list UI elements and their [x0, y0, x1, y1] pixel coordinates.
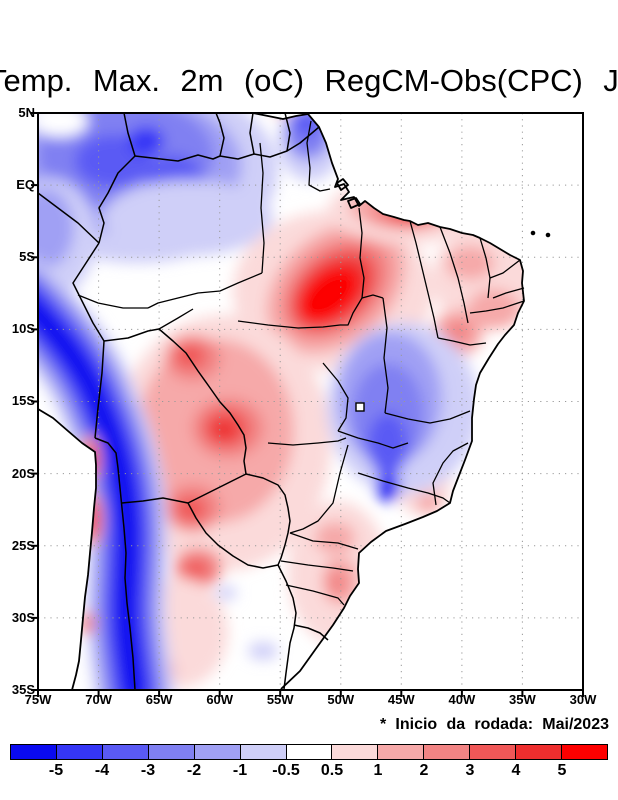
colorbar-label: 5: [557, 762, 567, 779]
lat-label-15s: 15S: [11, 393, 35, 408]
colorbar-segment: [469, 744, 517, 760]
colorbar-label: -3: [140, 762, 156, 779]
lat-label-30s: 30S: [11, 610, 35, 625]
colorbar-label: -2: [186, 762, 202, 779]
state-borders: [77, 120, 525, 606]
colorbar-label: 0.5: [320, 762, 344, 779]
colorbar-segment: [377, 744, 425, 760]
lon-label-75w: 75W: [24, 692, 52, 707]
lon-label-50w: 50W: [327, 692, 355, 707]
lon-label-40w: 40W: [448, 692, 476, 707]
colorbar-segment: [561, 744, 608, 760]
lon-label-70w: 70W: [85, 692, 112, 707]
colorbar-label: -4: [94, 762, 110, 779]
colorbar-label: -5: [48, 762, 64, 779]
colorbar-segment: [147, 744, 195, 760]
lat-label-5s: 5S: [19, 249, 35, 264]
colorbar-segment: [285, 744, 333, 760]
colorbar-segment: [193, 744, 241, 760]
colorbar: [10, 744, 608, 760]
colorbar-label: -0.5: [272, 762, 300, 779]
lat-label-35s: 35S: [11, 682, 35, 697]
reservoir-outline: [355, 402, 365, 412]
colorbar-segment: [331, 744, 379, 760]
colorbar-label: -1: [232, 762, 248, 779]
lon-label-65w: 65W: [145, 692, 173, 707]
lon-label-35w: 35W: [509, 692, 536, 707]
colorbar-segment: [515, 744, 563, 760]
colorbar-label: 3: [465, 762, 475, 779]
run-start-note: * Inicio da rodada: Mai/2023: [379, 716, 609, 733]
lat-label-25s: 25S: [11, 538, 35, 553]
lon-label-60w: 60W: [206, 692, 234, 707]
colorbar-label: 4: [511, 762, 521, 779]
bias-field: [38, 113, 524, 690]
colorbar-segment: [55, 744, 103, 760]
colorbar-label: 2: [419, 762, 429, 779]
lat-label-20s: 20S: [11, 466, 35, 481]
colorbar-segment: [10, 744, 57, 760]
colorbar-segment: [423, 744, 471, 760]
lon-label-45w: 45W: [387, 692, 415, 707]
colorbar-label: 1: [373, 762, 383, 779]
lat-label-5n: 5N: [18, 105, 35, 120]
colorbar-segment: [239, 744, 287, 760]
lon-label-30w: 30W: [569, 692, 597, 707]
lat-label-eq: EQ: [16, 177, 35, 192]
colorbar-segment: [101, 744, 149, 760]
lon-label-55w: 55W: [266, 692, 294, 707]
lat-label-10s: 10S: [11, 321, 35, 336]
chart-title: BIAS Temp. Max. 2m (oC) RegCM-Obs(CPC) J…: [0, 63, 618, 98]
axis-ticks: [31, 112, 584, 697]
country-borders: [37, 112, 329, 691]
